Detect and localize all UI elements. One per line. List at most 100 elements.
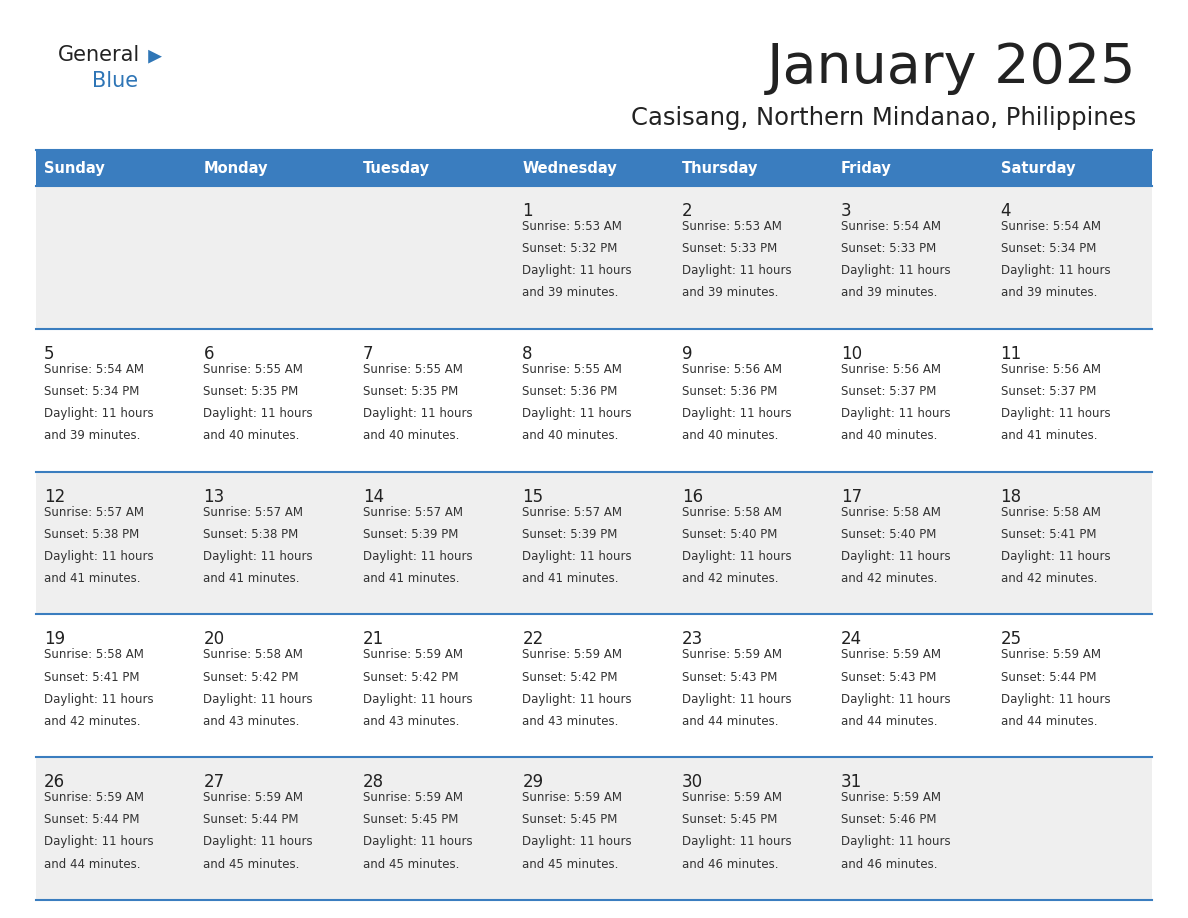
Text: Daylight: 11 hours: Daylight: 11 hours [523,835,632,848]
Text: 27: 27 [203,773,225,791]
Text: and 43 minutes.: and 43 minutes. [523,715,619,728]
Bar [196,150,355,186]
Text: Daylight: 11 hours: Daylight: 11 hours [44,693,153,706]
Text: 19: 19 [44,631,65,648]
Text: 16: 16 [682,487,703,506]
Text: and 39 minutes.: and 39 minutes. [841,286,937,299]
Text: and 45 minutes.: and 45 minutes. [203,857,299,870]
Text: 2: 2 [682,202,693,220]
Text: Sunrise: 5:58 AM: Sunrise: 5:58 AM [841,506,941,519]
Text: and 46 minutes.: and 46 minutes. [841,857,937,870]
Text: 6: 6 [203,345,214,363]
Text: Sunrise: 5:58 AM: Sunrise: 5:58 AM [1000,506,1100,519]
Text: Daylight: 11 hours: Daylight: 11 hours [203,693,312,706]
Text: Daylight: 11 hours: Daylight: 11 hours [362,550,473,563]
Text: 29: 29 [523,773,543,791]
Text: and 40 minutes.: and 40 minutes. [682,430,778,442]
Text: Daylight: 11 hours: Daylight: 11 hours [203,550,312,563]
Text: 21: 21 [362,631,384,648]
Text: 11: 11 [1000,345,1022,363]
Text: Sunrise: 5:59 AM: Sunrise: 5:59 AM [841,791,941,804]
Text: and 41 minutes.: and 41 minutes. [1000,430,1097,442]
Text: Sunset: 5:36 PM: Sunset: 5:36 PM [682,385,777,397]
Text: Sunrise: 5:59 AM: Sunrise: 5:59 AM [523,791,623,804]
Text: Sunset: 5:46 PM: Sunset: 5:46 PM [841,813,936,826]
Text: Sunrise: 5:55 AM: Sunrise: 5:55 AM [523,363,623,375]
Text: 23: 23 [682,631,703,648]
Text: Sunrise: 5:55 AM: Sunrise: 5:55 AM [203,363,303,375]
Text: Sunset: 5:45 PM: Sunset: 5:45 PM [523,813,618,826]
Bar [355,150,514,186]
Text: Sunrise: 5:56 AM: Sunrise: 5:56 AM [682,363,782,375]
Text: Daylight: 11 hours: Daylight: 11 hours [523,407,632,420]
Text: Sunrise: 5:57 AM: Sunrise: 5:57 AM [362,506,463,519]
Text: 8: 8 [523,345,532,363]
Text: Thursday: Thursday [682,161,758,175]
Text: 1: 1 [523,202,533,220]
Text: 31: 31 [841,773,862,791]
Text: Sunset: 5:38 PM: Sunset: 5:38 PM [44,528,139,541]
Text: 25: 25 [1000,631,1022,648]
Text: Sunrise: 5:59 AM: Sunrise: 5:59 AM [682,791,782,804]
Text: Sunset: 5:32 PM: Sunset: 5:32 PM [523,242,618,255]
Text: Daylight: 11 hours: Daylight: 11 hours [682,407,791,420]
Text: Sunset: 5:43 PM: Sunset: 5:43 PM [682,670,777,684]
Text: Sunset: 5:34 PM: Sunset: 5:34 PM [44,385,139,397]
Text: Sunset: 5:35 PM: Sunset: 5:35 PM [203,385,298,397]
Text: Sunset: 5:44 PM: Sunset: 5:44 PM [1000,670,1097,684]
Text: Sunset: 5:34 PM: Sunset: 5:34 PM [1000,242,1095,255]
Bar [674,150,833,186]
Text: 18: 18 [1000,487,1022,506]
Text: and 39 minutes.: and 39 minutes. [682,286,778,299]
Text: Sunrise: 5:59 AM: Sunrise: 5:59 AM [841,648,941,661]
Text: Blue: Blue [91,71,138,91]
Text: and 39 minutes.: and 39 minutes. [523,286,619,299]
Text: and 44 minutes.: and 44 minutes. [1000,715,1097,728]
Text: Daylight: 11 hours: Daylight: 11 hours [841,550,950,563]
Bar [36,472,1152,614]
Text: 15: 15 [523,487,543,506]
Text: Daylight: 11 hours: Daylight: 11 hours [362,835,473,848]
Bar [36,614,1152,757]
Text: Sunset: 5:41 PM: Sunset: 5:41 PM [1000,528,1097,541]
Text: and 45 minutes.: and 45 minutes. [523,857,619,870]
Text: Sunrise: 5:53 AM: Sunrise: 5:53 AM [523,220,623,233]
Text: Sunrise: 5:55 AM: Sunrise: 5:55 AM [362,363,462,375]
Text: Sunrise: 5:59 AM: Sunrise: 5:59 AM [44,791,144,804]
Text: Sunset: 5:44 PM: Sunset: 5:44 PM [44,813,139,826]
Text: Sunrise: 5:57 AM: Sunrise: 5:57 AM [44,506,144,519]
Bar [36,329,1152,472]
Text: Sunrise: 5:57 AM: Sunrise: 5:57 AM [523,506,623,519]
Text: Daylight: 11 hours: Daylight: 11 hours [682,550,791,563]
Text: and 42 minutes.: and 42 minutes. [682,572,778,585]
Text: Sunset: 5:37 PM: Sunset: 5:37 PM [1000,385,1095,397]
Text: Sunrise: 5:58 AM: Sunrise: 5:58 AM [44,648,144,661]
Text: Sunrise: 5:58 AM: Sunrise: 5:58 AM [682,506,782,519]
Text: 24: 24 [841,631,862,648]
Text: Tuesday: Tuesday [362,161,430,175]
Bar [36,150,196,186]
Text: Friday: Friday [841,161,892,175]
Text: January 2025: January 2025 [766,41,1136,95]
Text: Daylight: 11 hours: Daylight: 11 hours [682,835,791,848]
Text: Daylight: 11 hours: Daylight: 11 hours [841,407,950,420]
Text: Sunrise: 5:59 AM: Sunrise: 5:59 AM [523,648,623,661]
Text: Sunrise: 5:54 AM: Sunrise: 5:54 AM [1000,220,1100,233]
Text: Sunset: 5:42 PM: Sunset: 5:42 PM [203,670,299,684]
Bar [514,150,674,186]
Text: Sunrise: 5:56 AM: Sunrise: 5:56 AM [1000,363,1100,375]
Text: and 41 minutes.: and 41 minutes. [523,572,619,585]
Text: General: General [58,45,140,65]
Text: 13: 13 [203,487,225,506]
Text: Daylight: 11 hours: Daylight: 11 hours [203,407,312,420]
Text: Sunrise: 5:59 AM: Sunrise: 5:59 AM [1000,648,1100,661]
Text: 30: 30 [682,773,703,791]
Text: and 42 minutes.: and 42 minutes. [841,572,937,585]
Text: Daylight: 11 hours: Daylight: 11 hours [841,835,950,848]
Text: Sunrise: 5:53 AM: Sunrise: 5:53 AM [682,220,782,233]
Text: and 40 minutes.: and 40 minutes. [203,430,299,442]
Text: Daylight: 11 hours: Daylight: 11 hours [1000,693,1110,706]
Text: 9: 9 [682,345,693,363]
Text: Daylight: 11 hours: Daylight: 11 hours [44,550,153,563]
Text: Sunrise: 5:54 AM: Sunrise: 5:54 AM [44,363,144,375]
